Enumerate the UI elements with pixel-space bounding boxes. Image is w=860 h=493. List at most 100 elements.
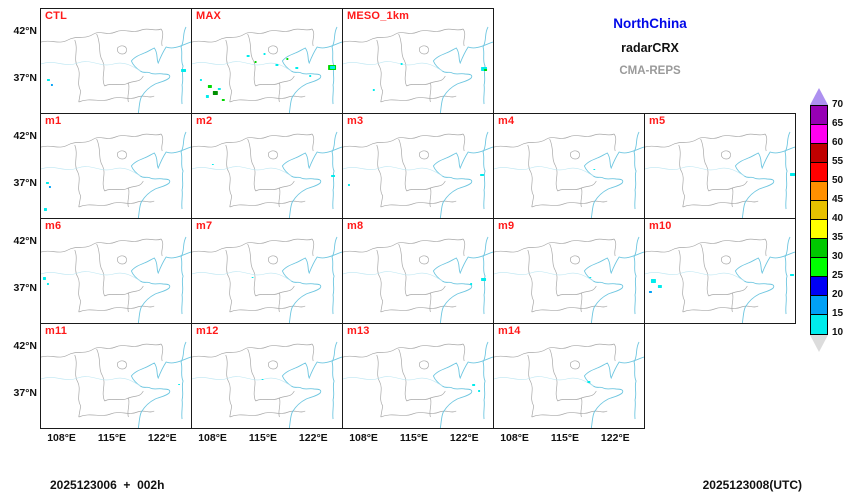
province-boundary	[549, 243, 558, 297]
province-boundary	[96, 138, 105, 192]
province-boundary	[255, 75, 295, 87]
province-boundary	[380, 305, 457, 313]
province-boundary	[462, 238, 466, 257]
radar-echo	[46, 79, 50, 81]
province-boundary	[557, 285, 597, 297]
river	[645, 166, 745, 177]
radar-echo	[48, 186, 51, 188]
province-boundary	[41, 133, 162, 148]
province-boundary	[429, 292, 432, 313]
province-boundary	[229, 305, 306, 313]
province-boundary	[117, 45, 127, 55]
province-boundary	[78, 95, 155, 103]
province-boundary	[160, 133, 164, 152]
colorbar-band	[811, 296, 827, 315]
province-boundary	[764, 133, 768, 152]
province-boundary	[376, 144, 384, 208]
panel-label-m3: m3	[347, 115, 364, 127]
province-boundary	[678, 249, 686, 313]
lon-tick-label: 115°E	[550, 432, 580, 444]
colorbar-band	[811, 163, 827, 182]
lat-tick-label: 42°N	[13, 339, 37, 352]
radar-echo	[251, 277, 254, 278]
radar-echo	[481, 278, 487, 281]
coastline	[583, 146, 644, 218]
province-boundary	[104, 390, 144, 402]
province-boundary	[225, 39, 233, 103]
province-boundary	[527, 249, 535, 313]
province-boundary	[731, 292, 734, 313]
province-boundary	[406, 75, 446, 87]
coastline	[583, 356, 644, 428]
radar-echo	[205, 95, 209, 98]
province-boundary	[462, 28, 466, 47]
lat-tick-label: 37°N	[13, 71, 37, 84]
province-boundary	[557, 180, 597, 192]
panel-label-m14: m14	[498, 325, 521, 337]
colorbar-tick-label: 70	[832, 99, 844, 110]
colorbar-tick-label: 40	[832, 213, 844, 224]
lat-tick-label: 42°N	[13, 24, 37, 37]
province-boundary	[419, 150, 429, 160]
province-boundary	[41, 28, 162, 43]
basemap	[192, 236, 342, 323]
colorbar-tick-label: 50	[832, 175, 844, 186]
colorbar-tick-label: 20	[832, 289, 844, 300]
panel-label-MESO_1km: MESO_1km	[347, 10, 410, 22]
lon-tick-label: 122°E	[449, 432, 479, 444]
province-boundary	[127, 82, 130, 103]
basemap	[645, 236, 795, 323]
radar-echo	[657, 285, 662, 288]
radar-echo	[181, 69, 187, 72]
coastline	[734, 146, 795, 218]
province-boundary	[398, 33, 407, 87]
colorbar-band	[811, 239, 827, 258]
river	[494, 376, 594, 387]
colorbar-band	[811, 220, 827, 239]
river	[192, 61, 292, 72]
radar-echo	[43, 208, 47, 211]
radar-echo	[589, 277, 592, 278]
province-boundary	[580, 187, 583, 208]
radar-echo	[400, 63, 403, 65]
province-boundary	[721, 150, 731, 160]
coastline	[331, 341, 338, 420]
colorbar-band	[811, 106, 827, 125]
radar-echo	[372, 89, 375, 91]
basemap	[494, 131, 644, 218]
province-boundary	[343, 343, 464, 358]
radar-echo	[470, 283, 473, 285]
basemap	[494, 341, 644, 428]
coastline	[784, 236, 791, 315]
province-boundary	[74, 144, 82, 208]
province-boundary	[645, 133, 766, 148]
map-panel-m2: m2	[191, 113, 343, 219]
coastline	[482, 341, 489, 420]
province-boundary	[117, 255, 127, 265]
basemap	[192, 131, 342, 218]
lon-tick-label: 108°E	[198, 432, 227, 444]
map-panel-CTL: CTL	[40, 8, 192, 114]
province-boundary	[406, 180, 446, 192]
province-boundary	[268, 255, 278, 265]
init-time-block: 2025123006 + 002h 2025123014 + 002h	[50, 448, 164, 493]
radar-echo	[480, 174, 485, 176]
radar-echo	[478, 390, 481, 392]
coastline	[130, 41, 191, 113]
radar-echo	[212, 91, 218, 95]
province-boundary	[682, 305, 759, 313]
province-boundary	[255, 285, 295, 297]
province-boundary	[613, 238, 617, 257]
province-boundary	[311, 238, 315, 257]
lat-tick-label: 42°N	[13, 234, 37, 247]
province-boundary	[380, 95, 457, 103]
colorbar-arrow-top	[810, 88, 828, 105]
province-boundary	[247, 243, 256, 297]
coastline	[633, 341, 640, 420]
province-boundary	[570, 255, 580, 265]
river	[343, 61, 443, 72]
lon-tick-label: 122°E	[600, 432, 630, 444]
product-title: radarCRX	[621, 41, 679, 55]
lat-tick-label: 37°N	[13, 386, 37, 399]
panel-label-m5: m5	[649, 115, 666, 127]
